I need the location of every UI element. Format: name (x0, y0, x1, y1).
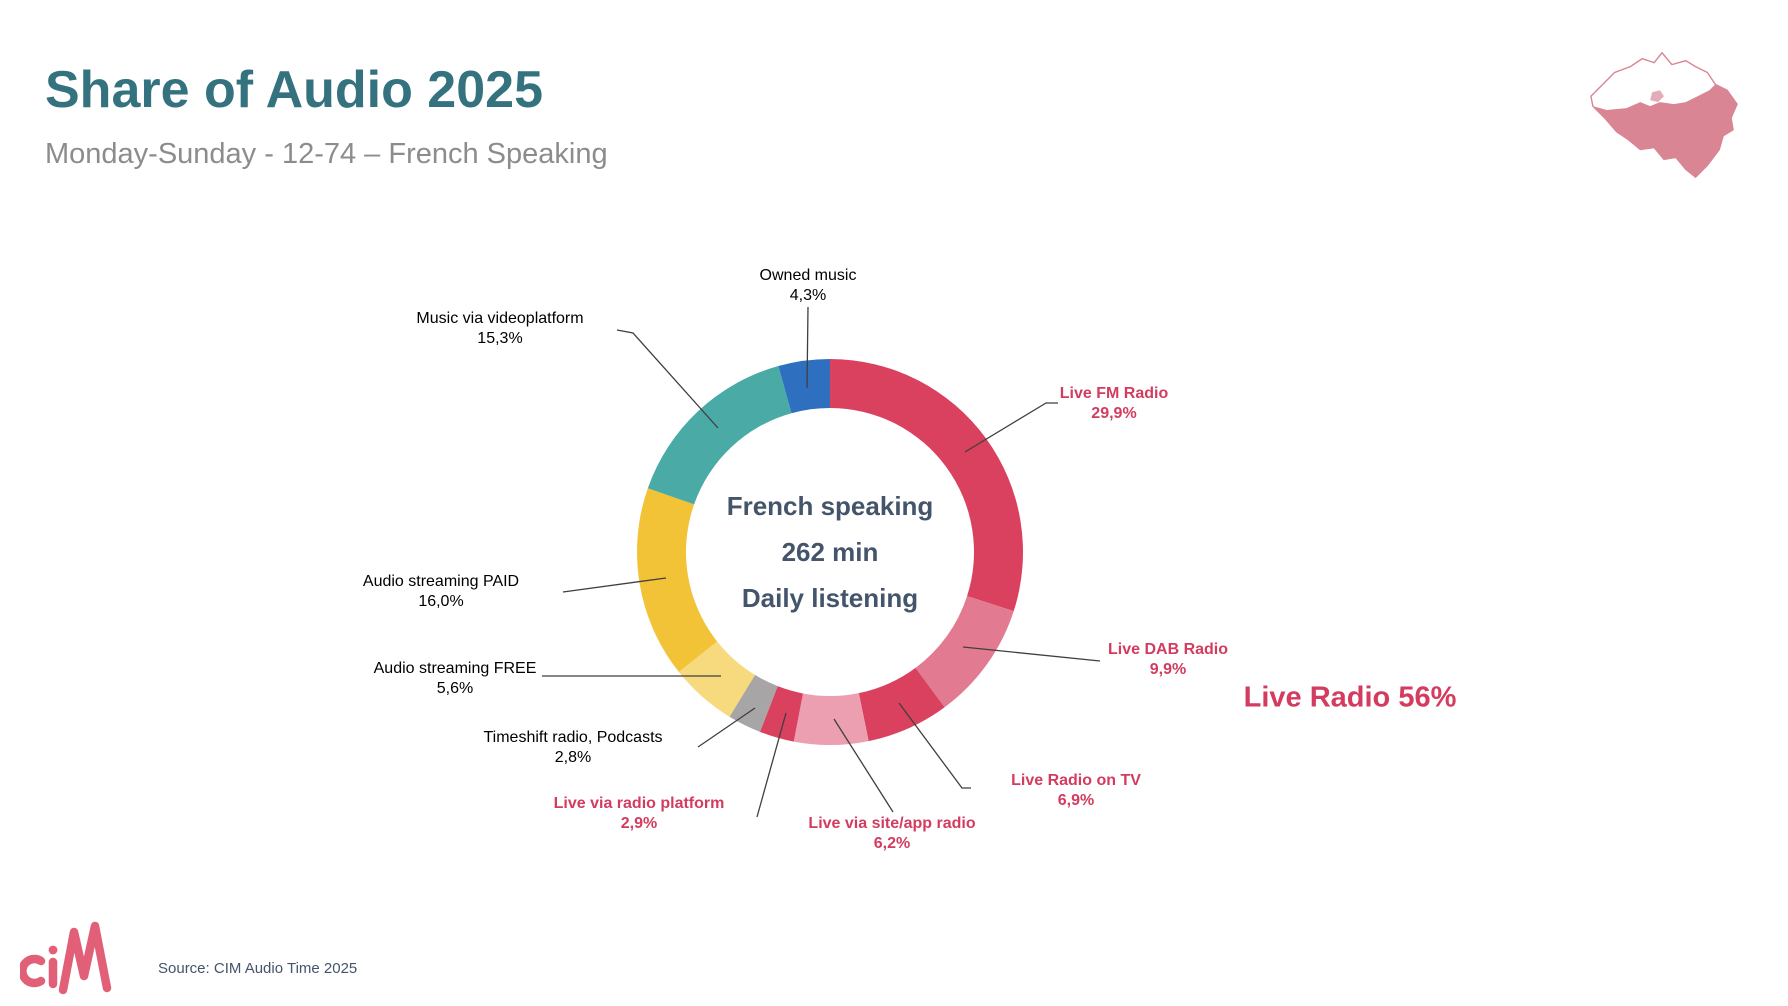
belgium-map-icon (1590, 51, 1738, 179)
wallonia-region (1592, 84, 1738, 178)
segment-label-fm-radio: Live FM Radio 29,9% (1059, 385, 1169, 422)
donut-segment-music-via-videoplatform (647, 366, 792, 505)
leader-owned-music (806, 306, 809, 389)
donut-segment-live-via-site-app-radio (793, 693, 869, 745)
donut-segment-live-radio-on-tv (858, 667, 945, 742)
segment-label-timeshift: Timeshift radio, Podcasts 2,8% (483, 729, 663, 766)
segment-label-music-videoplatform: Music via videoplatform 15,3% (416, 310, 584, 347)
donut-segment-live-via-radio-platform (759, 686, 803, 742)
center-label-minutes: 262 min (781, 537, 879, 567)
leader-radio-platform (756, 712, 787, 818)
segment-label-dab-radio: Live DAB Radio 9,9% (1107, 641, 1229, 678)
center-label-metric: Daily listening (741, 583, 919, 613)
cim-logo-c (20, 954, 46, 988)
donut-segment-owned-music (778, 359, 830, 414)
segment-label-audio-paid: Audio streaming PAID 16,0% (362, 573, 520, 610)
leader-dab-radio (962, 646, 1101, 662)
donut-segment-live-fm-radio (830, 359, 1023, 612)
donut-segment-live-dab-radio (915, 596, 1014, 708)
segment-label-audio-free: Audio streaming FREE 5,6% (373, 660, 537, 697)
page-subtitle: Monday-Sunday - 12-74 – French Speaking (45, 138, 608, 170)
segment-label-siteapp-radio: Live via site/app radio 6,2% (808, 815, 976, 852)
donut-segment-audio-streaming-paid (637, 488, 718, 672)
live-radio-total-annotation: Live Radio 56% (1243, 681, 1457, 714)
leader-radio-on-tv (898, 702, 971, 789)
cim-logo-i-dot (48, 945, 58, 955)
cim-logo-m (58, 921, 112, 995)
leader-fm-radio (964, 402, 1058, 453)
chart-center-label: French speaking 262 min Daily listening (727, 483, 934, 621)
brussels-region (1650, 90, 1664, 103)
leader-music-videoplatform (616, 329, 719, 429)
source-note: Source: CIM Audio Time 2025 (158, 960, 358, 977)
segment-label-radio-platform: Live via radio platform 2,9% (553, 795, 725, 832)
segment-label-radio-on-tv: Live Radio on TV 6,9% (1011, 772, 1141, 809)
center-label-region: French speaking (726, 491, 934, 521)
page-title: Share of Audio 2025 (45, 61, 543, 119)
leader-siteapp-radio (833, 718, 894, 813)
leader-lines (542, 306, 1101, 818)
leader-audio-paid (562, 577, 667, 593)
leader-timeshift (697, 707, 756, 748)
segment-label-owned-music: Owned music 4,3% (759, 267, 857, 304)
cim-logo (20, 921, 112, 995)
donut-segment-audio-streaming-free (678, 641, 756, 717)
